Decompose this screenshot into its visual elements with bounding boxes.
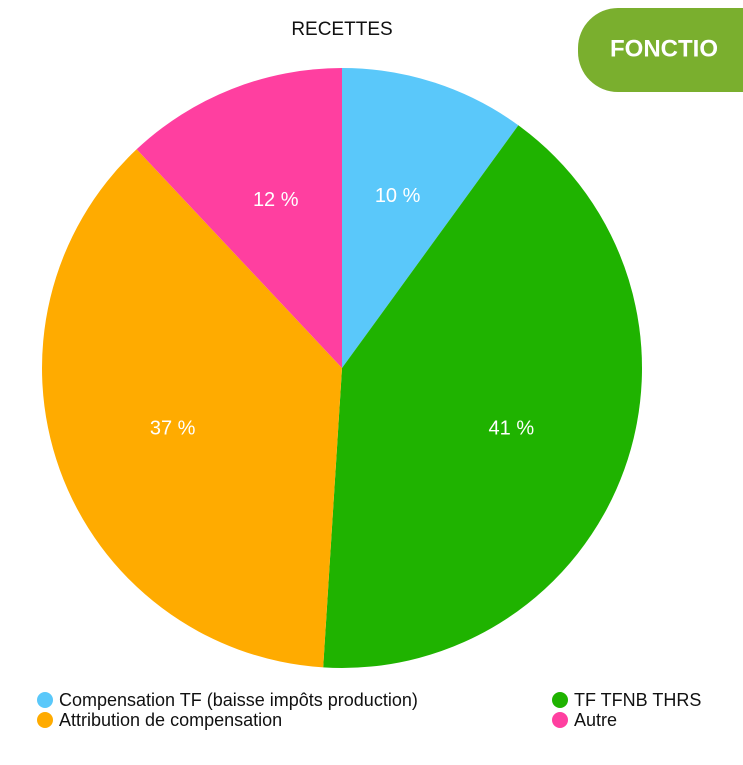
pie-slice [323, 125, 642, 668]
legend-label: Autre [574, 710, 617, 730]
legend-label: Compensation TF (baisse impôts productio… [59, 690, 418, 710]
legend-swatch [37, 712, 53, 728]
legend-swatch [552, 712, 568, 728]
slice-label: 41 % [489, 417, 535, 439]
legend-label: TF TFNB THRS [574, 690, 701, 710]
legend-swatch [552, 692, 568, 708]
tab-label[interactable]: FONCTIO [610, 35, 718, 62]
slice-label: 10 % [375, 185, 421, 207]
slice-label: 12 % [253, 189, 299, 211]
pie-slice [342, 68, 519, 368]
legend-label: Attribution de compensation [59, 710, 282, 730]
tab-background[interactable] [578, 8, 743, 92]
chart-title: RECETTES [291, 19, 392, 40]
pie-slice [41, 149, 343, 668]
slice-label: 37 % [150, 417, 196, 439]
legend-swatch [37, 692, 53, 708]
pie-slice [136, 68, 342, 368]
